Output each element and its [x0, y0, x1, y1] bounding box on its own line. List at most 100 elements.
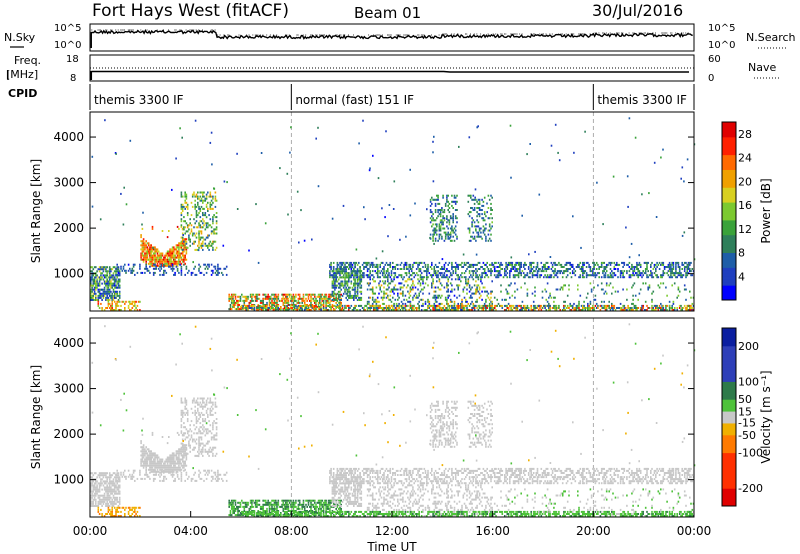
data-cell: [107, 510, 110, 513]
data-cell: [681, 234, 684, 237]
data-cell: [634, 309, 637, 311]
data-cell: [261, 309, 263, 311]
data-cell: [325, 301, 327, 304]
data-cell: [451, 284, 453, 287]
data-cell: [100, 266, 102, 269]
data-cell: [100, 474, 102, 477]
data-cell: [488, 302, 491, 305]
data-cell: [423, 276, 426, 279]
data-cell: [198, 212, 200, 214]
data-cell: [499, 274, 501, 277]
data-cell: [673, 282, 676, 285]
data-cell: [106, 286, 108, 289]
data-cell: [644, 309, 647, 311]
data-cell: [447, 209, 449, 211]
data-cell: [646, 261, 648, 264]
data-cell: [379, 272, 381, 275]
data-cell: [360, 280, 363, 283]
data-cell: [213, 232, 215, 235]
data-cell: [105, 502, 107, 505]
data-cell: [633, 307, 636, 309]
data-cell: [203, 273, 205, 276]
data-cell: [118, 492, 121, 495]
data-cell: [622, 288, 624, 291]
data-cell: [174, 273, 176, 276]
data-cell: [560, 266, 563, 268]
data-cell: [142, 456, 145, 459]
data-cell: [345, 286, 347, 289]
data-cell: [515, 270, 517, 273]
data-cell: [403, 263, 405, 266]
data-cell: [532, 300, 535, 303]
data-cell: [213, 228, 215, 231]
data-cell: [135, 506, 137, 509]
data-cell: [530, 307, 532, 309]
data-cell: [520, 272, 522, 275]
data-cell: [383, 270, 385, 273]
data-cell: [298, 241, 300, 244]
data-cell: [202, 222, 204, 225]
data-cell: [142, 256, 145, 259]
data-cell: [120, 515, 122, 517]
data-cell: [330, 307, 332, 309]
y-tick-label: 4000: [53, 130, 84, 144]
data-cell: [462, 307, 465, 309]
data-cell: [101, 482, 103, 485]
data-cell: [184, 226, 186, 229]
data-cell: [180, 220, 183, 223]
data-cell: [432, 237, 434, 240]
data-cell: [366, 282, 369, 285]
data-cell: [676, 276, 678, 279]
data-cell: [597, 304, 599, 307]
data-cell: [181, 207, 184, 210]
colorbar-tick-label: 24: [738, 152, 752, 165]
data-cell: [331, 306, 334, 308]
data-cell: [103, 276, 106, 279]
data-cell: [159, 260, 161, 263]
data-cell: [99, 218, 102, 221]
data-cell: [232, 306, 234, 308]
data-cell: [446, 274, 448, 277]
data-cell: [388, 286, 390, 289]
data-cell: [488, 307, 491, 309]
data-cell: [256, 299, 258, 302]
data-cell: [90, 484, 92, 487]
data-cell: [427, 304, 429, 307]
data-cell: [91, 472, 93, 475]
data-cell: [663, 272, 666, 275]
data-cell: [579, 309, 582, 311]
data-cell: [336, 268, 339, 271]
data-cell: [453, 239, 456, 242]
data-cell: [129, 506, 131, 509]
data-cell: [414, 292, 417, 295]
data-cell: [471, 223, 473, 226]
data-cell: [285, 301, 287, 304]
data-cell: [116, 488, 118, 491]
data-cell: [460, 309, 462, 311]
data-cell: [180, 218, 183, 221]
data-cell: [291, 307, 293, 309]
data-cell: [526, 307, 529, 309]
data-cell: [441, 302, 443, 305]
data-cell: [110, 286, 112, 289]
data-cell: [183, 263, 185, 266]
data-cell: [658, 304, 661, 307]
data-cell: [616, 261, 618, 264]
data-cell: [90, 488, 92, 491]
data-cell: [461, 276, 463, 279]
data-cell: [677, 294, 680, 297]
data-cell: [691, 302, 694, 305]
data-cell: [152, 271, 155, 274]
data-cell: [387, 309, 389, 311]
data-cell: [353, 299, 355, 301]
data-cell: [335, 286, 337, 289]
data-cell: [516, 268, 519, 270]
data-cell: [398, 304, 400, 307]
data-cell: [297, 304, 300, 307]
data-cell: [269, 308, 272, 311]
data-cell: [589, 302, 592, 305]
data-cell: [585, 272, 588, 275]
colorbar-cell: [722, 190, 736, 194]
data-cell: [393, 272, 395, 275]
data-cell: [213, 230, 215, 233]
